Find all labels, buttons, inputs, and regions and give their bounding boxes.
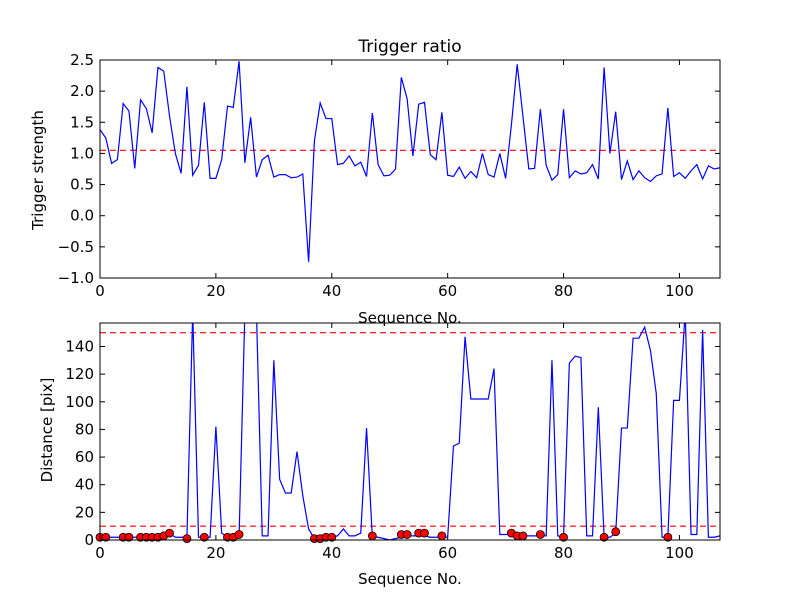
y-tick-label: 0.5: [70, 176, 94, 194]
data-point-marker: [124, 532, 134, 542]
axis-ticks: 0 20 40 60 80 100 −1.0 −0.5 0.0 0.5 1.0 1.5 2.0 2.5: [58, 51, 720, 300]
y-tick-label: 100: [65, 393, 94, 411]
x-tick-label: 80: [554, 544, 573, 562]
data-point-marker: [599, 532, 609, 542]
chart-title: Trigger ratio: [357, 37, 461, 57]
y-tick-label: −0.5: [58, 238, 94, 256]
data-point-marker: [101, 532, 111, 542]
plot-frame: [99, 322, 721, 541]
x-tick-label: 100: [665, 544, 694, 562]
data-point-marker: [535, 530, 545, 539]
data-point-marker: [402, 530, 412, 539]
data-point-marker: [518, 531, 528, 541]
data-point-marker: [663, 532, 673, 542]
data-point-marker: [327, 532, 337, 542]
data-point-marker: [199, 532, 209, 542]
data-point-marker: [165, 528, 174, 538]
x-tick-label: 20: [206, 282, 225, 300]
x-tick-label: 80: [554, 282, 573, 300]
y-tick-label: 80: [75, 420, 94, 438]
y-tick-label: 40: [75, 476, 94, 494]
data-point-marker: [559, 532, 568, 542]
y-tick-label: 0.0: [70, 207, 94, 225]
y-tick-label: −1.0: [58, 269, 94, 287]
x-tick-label: 100: [665, 282, 694, 300]
x-tick-label: 40: [322, 282, 341, 300]
data-point-marker: [234, 530, 244, 539]
y-tick-label: 140: [65, 337, 94, 355]
x-tick-label: 20: [206, 544, 225, 562]
data-point-marker: [611, 527, 621, 537]
x-tick-label: 60: [438, 544, 457, 562]
y-tick-label: 2.5: [70, 51, 94, 69]
data-point-marker: [182, 534, 192, 544]
plot-frame: [99, 59, 721, 279]
data-point-marker: [437, 531, 447, 541]
axis-ticks: 0 20 40 60 80 100 0 20 40 60 80 100 120 140: [65, 323, 720, 562]
y-tick-label: 60: [75, 448, 94, 466]
threshold-lines: [100, 332, 720, 527]
y-tick-label: 2.0: [70, 82, 94, 100]
x-axis-label: Sequence No.: [358, 309, 462, 327]
distance-plot: Distance [pix] Sequence No. 0 20 40 60 80 100…: [38, 322, 721, 588]
trigger-ratio-plot: Trigger ratio Trigger strength Sequence …: [29, 37, 721, 327]
x-tick-label: 40: [322, 544, 341, 562]
marker-points: [95, 527, 673, 544]
x-tick-label: 0: [95, 544, 105, 562]
y-axis-label: Trigger strength: [29, 110, 47, 231]
y-axis-label: Distance [pix]: [38, 378, 56, 483]
y-tick-label: 1.0: [70, 144, 94, 162]
y-tick-label: 0: [84, 531, 94, 549]
x-axis-label: Sequence No.: [358, 570, 462, 588]
x-tick-label: 60: [438, 282, 457, 300]
data-point-marker: [420, 528, 429, 538]
data-point-marker: [367, 531, 377, 541]
series-lines: [100, 61, 720, 262]
series-line: [100, 61, 720, 262]
y-tick-label: 1.5: [70, 113, 94, 131]
y-tick-label: 120: [65, 365, 94, 383]
x-tick-label: 0: [95, 282, 105, 300]
y-tick-label: 20: [75, 503, 94, 521]
